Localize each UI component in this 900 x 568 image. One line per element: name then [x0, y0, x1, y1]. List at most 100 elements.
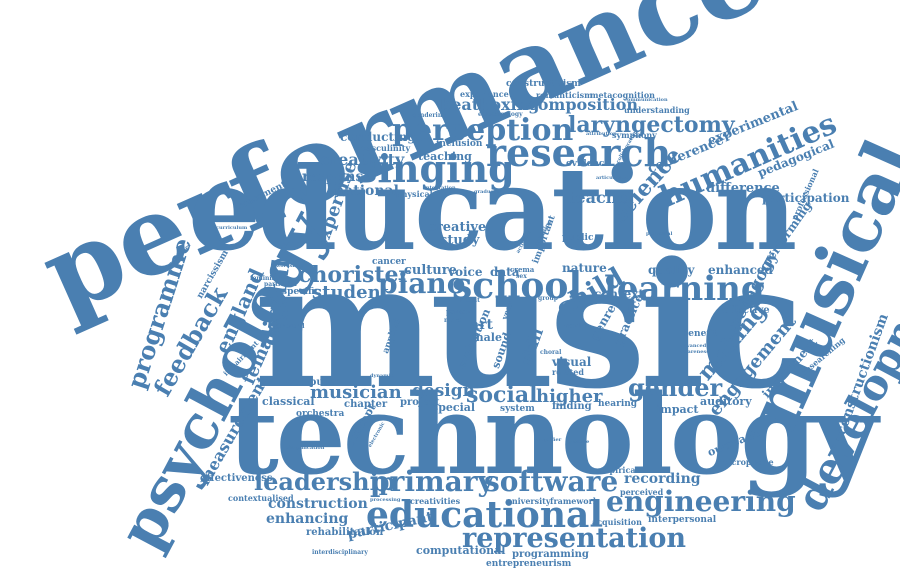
word-music: music — [254, 224, 804, 427]
word-group: group — [538, 295, 558, 302]
word-creative: creative — [428, 220, 487, 235]
word-metacognition: metacognition — [590, 90, 655, 100]
word-related: related — [552, 367, 584, 377]
word-communication: communication — [624, 97, 668, 103]
word-primary: primary — [370, 465, 494, 498]
word-contextualised: contextualised — [228, 493, 294, 503]
word-special: special — [432, 401, 476, 414]
word-framework: framework — [550, 496, 599, 506]
word-processing: processing — [370, 497, 401, 503]
word-acquisition: acquisition — [592, 517, 642, 527]
word-microphone: microphone — [720, 457, 774, 467]
word-software: software — [484, 465, 619, 498]
word-hearing: hearing — [598, 399, 638, 409]
word-latent: latent — [460, 297, 480, 304]
word-orchestra: orchestra — [296, 409, 345, 419]
word-specific: specific — [282, 287, 321, 297]
word-gender: gender — [628, 373, 723, 402]
word-feminist: feminist — [250, 275, 278, 282]
word-symphony: symphony — [612, 130, 657, 140]
word-simplification: simplification — [286, 445, 325, 451]
word-crema: crema — [510, 265, 535, 274]
word-conducting: conducting — [340, 130, 416, 144]
word-effective: effective — [722, 305, 770, 316]
word-inclusion: inclusion — [436, 139, 483, 149]
word-context: context — [594, 287, 644, 301]
word-higher: higher — [536, 386, 603, 407]
word-physical: physical — [396, 189, 433, 199]
word-data: data — [490, 265, 520, 279]
word-finding: finding — [552, 401, 592, 412]
word-effectiveness: effectiveness — [200, 473, 273, 484]
word-computer: computer — [286, 377, 340, 388]
word-world: world — [564, 321, 586, 330]
word-person: person — [446, 307, 473, 316]
word-art: art — [470, 317, 493, 333]
word-understanding: understanding — [624, 105, 690, 115]
word-learning: learning — [604, 269, 765, 309]
word-computational: computational — [416, 544, 506, 557]
word-auditory: auditory — [700, 395, 752, 408]
word-curriculum: curriculum — [216, 225, 248, 231]
word-benefit: benefit — [682, 329, 717, 339]
word-chorister: chorister — [298, 262, 411, 288]
word-interpersonal: interpersonal — [648, 515, 717, 525]
word-technology: technology — [228, 370, 878, 499]
word-particular: particular — [264, 281, 298, 288]
word-enhanced: enhanced — [708, 263, 773, 277]
word-more: more — [444, 317, 462, 324]
word-laryngectomy: laryngectomy — [568, 112, 735, 138]
word-creativities: creativities — [410, 496, 461, 506]
word-engineering: engineering — [606, 485, 796, 518]
word-study: study — [440, 233, 480, 248]
word-male: male — [472, 331, 502, 344]
word-attribution: attribution — [586, 131, 617, 137]
word-perceived: perceived — [620, 487, 664, 497]
word-programming: programming — [512, 549, 589, 560]
word-leader: leader — [570, 295, 588, 301]
word-integration: integration — [424, 185, 456, 191]
word-interdisciplinary: interdisciplinary — [312, 549, 368, 556]
word-classical: classical — [262, 395, 315, 408]
word-advanced: advanced — [680, 343, 707, 349]
word-design: design — [412, 381, 475, 401]
word-teacher: teacher — [568, 188, 636, 207]
word-epistemology: epistemology — [478, 111, 523, 118]
word-creativity: creativity — [320, 150, 405, 169]
word-romanticism: romanticism — [536, 90, 593, 100]
word-nature: nature — [562, 261, 607, 275]
word-voice: voice — [448, 265, 483, 279]
word-leadership: leadership — [254, 467, 396, 496]
word-university: university — [506, 496, 551, 506]
word-evidence: evidence — [566, 159, 611, 169]
word-constructivism: constructivism — [506, 79, 581, 89]
word-school: school — [452, 265, 583, 307]
word-perception: perception — [392, 113, 574, 148]
word-empirical: empirical — [596, 465, 639, 475]
word-singing: singing — [356, 146, 515, 191]
word-amplifier: amplifier — [536, 437, 562, 443]
word-national: national — [334, 183, 399, 199]
word-entrepreneurism: entrepreneurism — [486, 559, 572, 568]
word-piano: piano — [378, 267, 466, 300]
word-system: system — [500, 404, 535, 414]
word-orchestral: orchestral — [270, 323, 305, 330]
word-project: project — [400, 397, 440, 408]
word-enhancing: enhancing — [266, 511, 349, 527]
word-gesture: gesture — [568, 439, 590, 445]
word-visual: visual — [552, 355, 592, 369]
word-graduated: graduated — [474, 189, 503, 195]
word-research: research — [486, 130, 672, 175]
word-cancer: cancer — [372, 257, 406, 267]
word-sex: sex — [516, 273, 527, 280]
word-musician: musician — [310, 382, 402, 403]
word-student: student — [312, 282, 389, 303]
word-representation: representation — [462, 523, 687, 554]
word-quality: quality — [648, 263, 695, 277]
word-masculinity: masculinity — [358, 143, 411, 153]
word-experience: experience — [460, 89, 509, 99]
word-workshop: workshop — [276, 263, 304, 269]
word-beatboxing: beatboxing — [440, 95, 540, 114]
word-construction: construction — [268, 496, 368, 512]
